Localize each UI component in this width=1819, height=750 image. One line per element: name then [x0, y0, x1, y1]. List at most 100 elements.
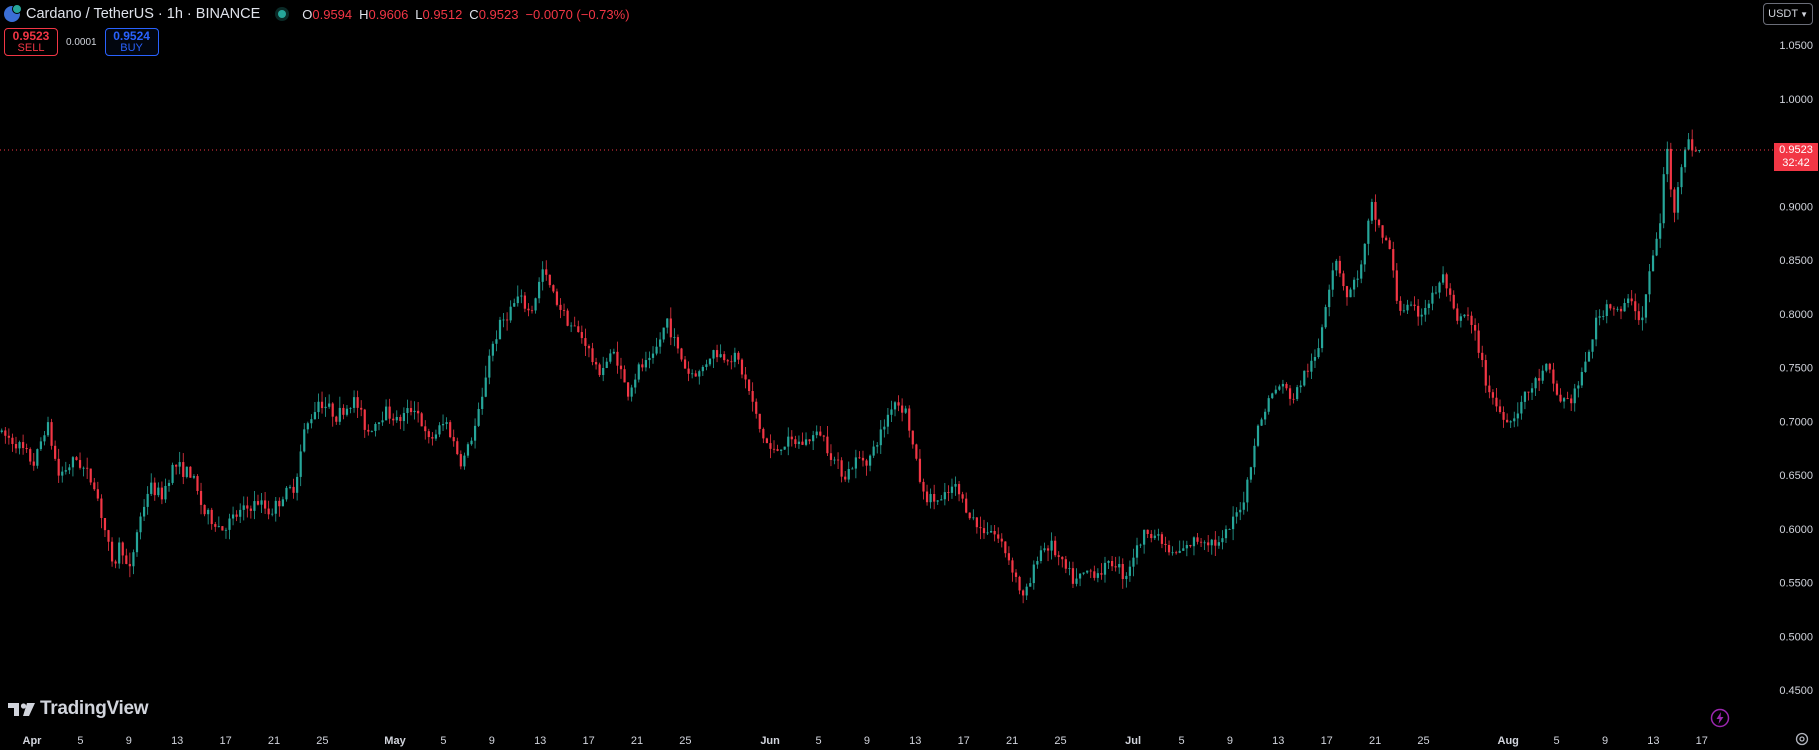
- candle-body: [1103, 562, 1107, 575]
- candle-body: [221, 526, 224, 531]
- candle-body: [530, 310, 534, 312]
- candle: [1644, 294, 1648, 324]
- candle: [1068, 561, 1071, 576]
- candle-body: [940, 499, 943, 501]
- x-tick-label: 17: [582, 735, 594, 747]
- candle-body: [719, 354, 722, 358]
- candle: [762, 427, 765, 444]
- candle-body: [385, 406, 388, 421]
- candle-body: [616, 351, 619, 366]
- candle: [239, 503, 242, 523]
- candle: [1111, 555, 1114, 572]
- candle: [1495, 388, 1498, 412]
- candle-body: [324, 406, 327, 409]
- candle-body: [1559, 394, 1562, 402]
- candle-body: [954, 484, 957, 487]
- candle-body: [1595, 317, 1598, 340]
- candle-body: [246, 505, 249, 509]
- time-axis[interactable]: Apr 5 9 13 17 21 25 May 5 9 13 17 21 25 Jun 5 9 13 17 21 25 J…: [23, 735, 1708, 747]
- candle: [1317, 338, 1320, 359]
- price-axis[interactable]: 1.05001.00000.95000.90000.85000.80000.75…: [1779, 40, 1813, 697]
- candle-body: [673, 337, 676, 338]
- candle: [135, 529, 139, 557]
- buy-label: BUY: [120, 42, 143, 54]
- candle-body: [812, 435, 815, 442]
- candle: [1349, 287, 1352, 298]
- candle: [228, 513, 231, 540]
- candle-body: [1651, 255, 1655, 272]
- candle-body: [997, 534, 1000, 539]
- candle-body: [1669, 148, 1672, 190]
- candle-body: [897, 402, 900, 406]
- candle: [1128, 560, 1131, 582]
- candle: [1381, 225, 1384, 244]
- candle-body: [879, 429, 882, 446]
- candle: [879, 420, 882, 454]
- currency-selector[interactable]: USDT ▼: [1763, 3, 1813, 25]
- candle-body: [1374, 201, 1377, 220]
- candle-body: [1100, 573, 1103, 575]
- candle-body: [634, 379, 637, 388]
- candle-body: [1274, 389, 1277, 394]
- candle: [1367, 218, 1370, 256]
- candle: [1691, 129, 1694, 157]
- ohlc-open-key: O: [302, 6, 313, 22]
- candle: [164, 478, 167, 503]
- tradingview-logo[interactable]: TradingView: [8, 698, 149, 720]
- candle: [783, 446, 786, 450]
- candle: [210, 507, 213, 530]
- candle-body: [449, 422, 452, 438]
- candle: [755, 398, 758, 419]
- candle: [965, 492, 968, 514]
- candle-body: [1655, 238, 1658, 256]
- lightning-icon[interactable]: [1710, 708, 1730, 728]
- candle-body: [367, 429, 370, 432]
- sell-price: 0.9523: [12, 29, 50, 43]
- gear-icon[interactable]: [1795, 732, 1809, 746]
- candle: [627, 381, 630, 401]
- candle: [1175, 550, 1178, 555]
- candle-body: [14, 444, 18, 449]
- candle: [1595, 309, 1598, 347]
- candle-body: [822, 435, 825, 437]
- candle: [246, 496, 249, 518]
- candle: [826, 426, 829, 457]
- candle: [1616, 306, 1619, 312]
- x-tick-label: 9: [1227, 735, 1233, 747]
- sell-button[interactable]: 0.9523 SELL: [4, 28, 58, 56]
- candle-body: [103, 517, 107, 531]
- candle-body: [360, 407, 363, 410]
- buy-button[interactable]: 0.9524 BUY: [104, 28, 159, 56]
- candle-body: [1427, 303, 1430, 308]
- candle-body: [36, 449, 39, 466]
- symbol-title[interactable]: Cardano / TetherUS · 1h · BINANCE: [26, 6, 261, 22]
- candle: [303, 423, 306, 453]
- candle-body: [75, 457, 78, 461]
- candle-body: [1466, 314, 1470, 316]
- candle-body: [730, 361, 733, 363]
- candle: [922, 478, 925, 500]
- candle-body: [452, 437, 455, 442]
- candle: [1598, 309, 1601, 326]
- candle-body: [1644, 294, 1648, 318]
- candle: [310, 414, 313, 429]
- candle: [897, 395, 900, 412]
- candle: [1335, 258, 1338, 277]
- candle-body: [1619, 308, 1623, 312]
- candle-body: [381, 420, 384, 423]
- candle-body: [623, 369, 626, 383]
- candle-body: [249, 508, 252, 511]
- candle: [872, 440, 875, 459]
- candle: [1132, 548, 1135, 577]
- candle: [207, 508, 210, 525]
- candle: [1071, 561, 1075, 588]
- candle: [1139, 543, 1142, 549]
- candle-body: [417, 410, 420, 414]
- currency-label: USDT: [1768, 8, 1799, 20]
- candle: [1591, 339, 1594, 359]
- candle: [1004, 541, 1007, 558]
- candle: [1431, 286, 1434, 311]
- market-status-icon[interactable]: [278, 10, 287, 18]
- candle-body: [776, 449, 779, 451]
